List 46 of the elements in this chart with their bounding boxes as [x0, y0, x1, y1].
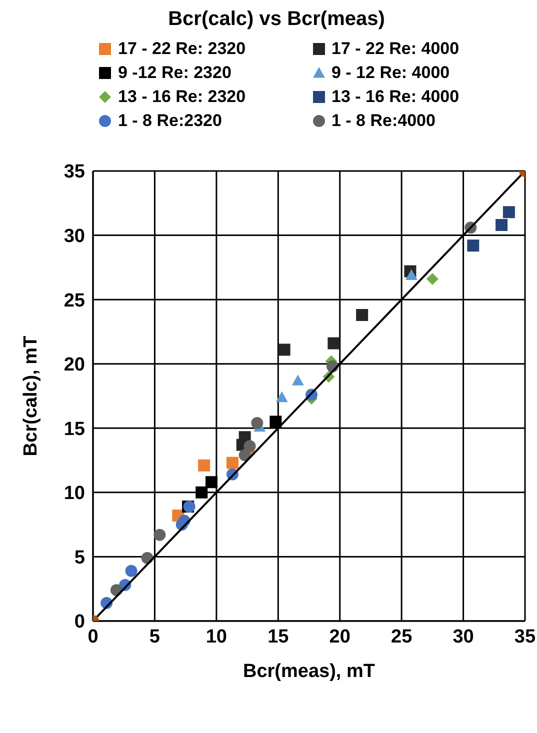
y-tick-label: 5 [74, 547, 86, 568]
x-tick-label: 0 [88, 626, 98, 648]
point [278, 344, 290, 356]
x-tick-label: 10 [206, 626, 227, 648]
point [356, 309, 368, 321]
point [196, 486, 208, 498]
point [292, 374, 304, 386]
chart-title: Bcr(calc) vs Bcr(meas) [167, 8, 386, 31]
point [328, 337, 340, 350]
point [244, 440, 256, 452]
point [426, 273, 438, 285]
y-tick-label: 15 [64, 418, 86, 440]
x-tick-label: 5 [149, 626, 160, 648]
legend-label: 17 - 22 Re: 4000 [332, 39, 460, 59]
point [125, 564, 138, 577]
legend-label: 17 - 22 Re: 2320 [118, 39, 246, 59]
x-tick-label: 25 [391, 626, 413, 648]
y-tick-label: 25 [64, 290, 86, 312]
point [251, 417, 264, 429]
point [276, 391, 288, 402]
legend-label: 1 - 8 Re:4000 [332, 111, 436, 131]
y-tick-label: 10 [64, 483, 85, 504]
point [270, 416, 282, 428]
point [496, 219, 508, 231]
y-tick-label: 0 [74, 612, 85, 633]
legend-label: 13 - 16 Re: 4000 [332, 87, 460, 107]
legend-label: 9 - 12 Re: 4000 [332, 63, 450, 83]
point [154, 528, 166, 541]
x-tick-label: 30 [452, 626, 474, 648]
point [198, 459, 210, 472]
legend-label: 13 - 16 Re: 2320 [118, 87, 246, 107]
legend-label: 1 - 8 Re:2320 [118, 111, 222, 131]
x-tick-label: 20 [329, 626, 350, 648]
legend-label: 9 -12 Re: 2320 [118, 63, 232, 83]
x-tick-label: 35 [514, 626, 536, 648]
point [205, 476, 218, 488]
point [502, 206, 515, 218]
x-tick-label: 15 [268, 626, 290, 648]
y-tick-label: 20 [64, 354, 85, 376]
y-tick-label: 35 [64, 162, 86, 183]
y-axis-title: Bcr(calc), mT [20, 335, 42, 456]
point [467, 240, 480, 252]
y-tick-label: 30 [64, 226, 85, 248]
x-axis-title: Bcr(meas), mT [243, 661, 376, 682]
point [226, 456, 238, 469]
point [405, 269, 418, 280]
